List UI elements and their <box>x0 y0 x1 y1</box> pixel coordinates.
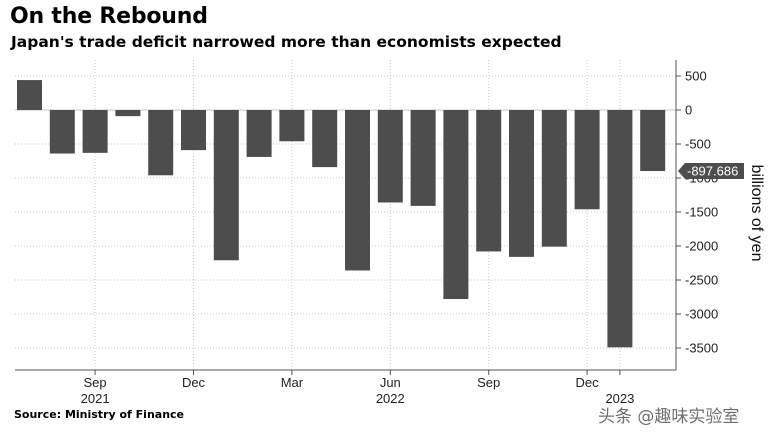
bar-2022-09 <box>476 110 502 252</box>
bar-2023-01 <box>607 110 633 348</box>
bar-2022-02 <box>246 110 272 157</box>
watermark: 头条 @趣味实验室 <box>598 407 740 427</box>
bar-2021-08 <box>49 110 75 154</box>
bar-2023-02 <box>640 110 666 172</box>
bar-2021-10 <box>115 110 141 117</box>
y-tick-label: -1500 <box>685 205 718 220</box>
x-year-label: 2022 <box>376 391 405 406</box>
bar-2022-01 <box>213 110 239 261</box>
x-tick-label: Sep <box>84 375 107 390</box>
x-year-label: 2021 <box>81 391 110 406</box>
x-tick-label: Sep <box>477 375 500 390</box>
x-tick-label: Mar <box>281 375 304 390</box>
bar-2022-06 <box>377 110 403 203</box>
y-tick-label: -2500 <box>685 273 718 288</box>
chart-title: On the Rebound <box>10 4 208 29</box>
last-value-callout <box>678 163 744 180</box>
bar-2021-07 <box>17 80 42 110</box>
source-note: Source: Ministry of Finance <box>14 408 185 421</box>
bar-2021-11 <box>148 110 174 176</box>
y-tick-label: -500 <box>685 137 711 152</box>
chart-subtitle: Japan's trade deficit narrowed more than… <box>11 33 562 51</box>
x-tick-label: Dec <box>576 375 600 390</box>
y-tick-label: -3000 <box>685 307 718 322</box>
axis-labels: 5000-500-1000-1500-2000-2500-3000-3500Se… <box>81 69 765 407</box>
x-year-label: 2023 <box>605 391 634 406</box>
x-tick-label: Jun <box>380 375 401 390</box>
bar-2022-10 <box>509 110 534 257</box>
bar-2021-09 <box>82 110 108 153</box>
y-tick-label: -3500 <box>685 341 718 356</box>
bar-2022-07 <box>410 110 436 206</box>
bar-2022-04 <box>312 110 338 168</box>
y-tick-label: -2000 <box>685 239 718 254</box>
bar-2022-11 <box>541 110 567 247</box>
y-axis-title: billions of yen <box>748 165 765 262</box>
bar-2022-08 <box>443 110 469 300</box>
y-tick-label: 0 <box>685 103 692 118</box>
y-tick-label: 500 <box>685 69 707 84</box>
bar-2022-03 <box>279 110 305 142</box>
axes <box>15 60 681 375</box>
bars <box>17 80 666 348</box>
bar-2021-12 <box>181 110 206 151</box>
x-tick-label: Dec <box>182 375 206 390</box>
bar-2022-05 <box>345 110 370 271</box>
bar-2022-12 <box>574 110 600 210</box>
last-value-label: -897.686 <box>687 164 738 179</box>
